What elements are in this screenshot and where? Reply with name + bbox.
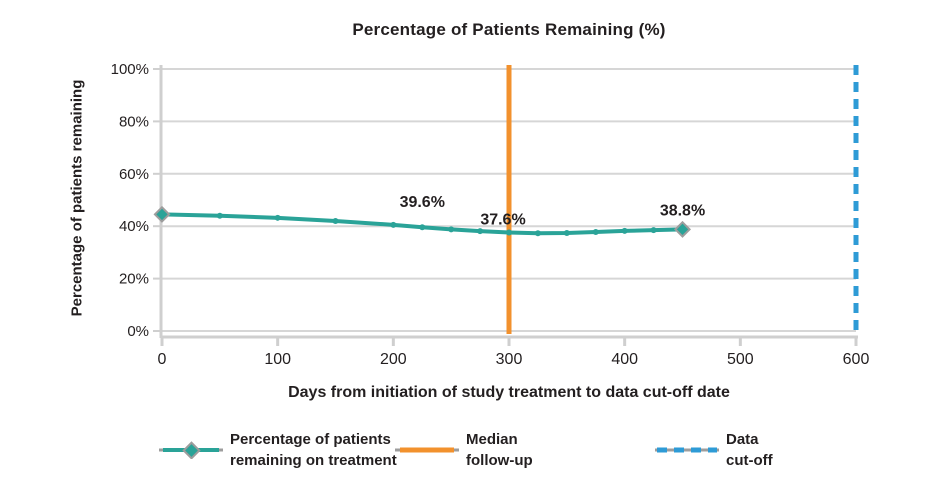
series-point xyxy=(563,230,570,237)
series-endpoint-marker xyxy=(153,205,171,223)
y-tick-label: 40% xyxy=(119,218,149,235)
x-tick-label: 0 xyxy=(158,351,167,368)
legend-entry-data-cutoff: Data cut-off xyxy=(655,424,773,476)
legend-label-series: Percentage of patients remaining on trea… xyxy=(230,429,397,471)
y-tick-label: 80% xyxy=(119,113,149,130)
blue-dashed-line-icon xyxy=(655,447,719,453)
series-point xyxy=(477,228,484,235)
point-label: 39.6% xyxy=(400,194,445,211)
x-tick-label: 600 xyxy=(843,351,870,368)
legend-entry-series: Percentage of patients remaining on trea… xyxy=(159,424,397,476)
legend-label-median-followup: Median follow-up xyxy=(466,429,533,471)
legend-label-series-line1: Percentage of patients xyxy=(230,431,391,448)
series-point xyxy=(216,212,223,219)
series-point xyxy=(332,217,339,224)
y-axis-title: Percentage of patients remaining xyxy=(68,79,86,317)
series-point xyxy=(534,230,541,237)
series-point xyxy=(274,214,281,221)
teal-line-marker-icon xyxy=(159,441,223,459)
y-tick-label: 20% xyxy=(119,271,149,288)
legend-label-cutoff-line2: cut-off xyxy=(726,452,773,469)
legend-label-median-line2: follow-up xyxy=(466,452,533,469)
legend-label-series-line2: remaining on treatment xyxy=(230,452,397,469)
y-tick-label: 60% xyxy=(119,166,149,183)
plot-area: 0% 20% 40% 60% 80% 100% 0 100 200 300 400 500 600 39.… xyxy=(111,61,870,368)
orange-line-icon xyxy=(395,447,459,453)
y-tick-label: 0% xyxy=(127,323,149,340)
series-point xyxy=(419,224,426,231)
legend-entry-median-followup: Median follow-up xyxy=(395,424,533,476)
x-tick-label: 400 xyxy=(611,351,638,368)
legend-label-cutoff-line1: Data xyxy=(726,431,759,448)
x-tick-label: 100 xyxy=(264,351,291,368)
series-endpoint-marker xyxy=(674,220,691,238)
y-tick-label: 100% xyxy=(111,61,149,78)
point-label: 38.8% xyxy=(660,202,705,219)
series-point xyxy=(390,221,397,228)
x-axis-title: Days from initiation of study treatment … xyxy=(288,384,730,401)
series-point xyxy=(650,227,657,234)
point-label: 37.6% xyxy=(480,211,525,228)
x-tick-label: 200 xyxy=(380,351,407,368)
legend: Percentage of patients remaining on trea… xyxy=(0,424,940,480)
series-point xyxy=(506,229,512,236)
series-point xyxy=(448,226,455,233)
chart-title: Percentage of Patients Remaining (%) xyxy=(352,20,666,39)
series-line xyxy=(160,212,685,236)
series-point xyxy=(621,227,628,234)
legend-label-data-cutoff: Data cut-off xyxy=(726,429,773,471)
x-tick-label: 300 xyxy=(496,351,523,368)
series-point xyxy=(592,228,599,235)
x-tick-label: 500 xyxy=(727,351,754,368)
legend-label-median-line1: Median xyxy=(466,431,518,448)
